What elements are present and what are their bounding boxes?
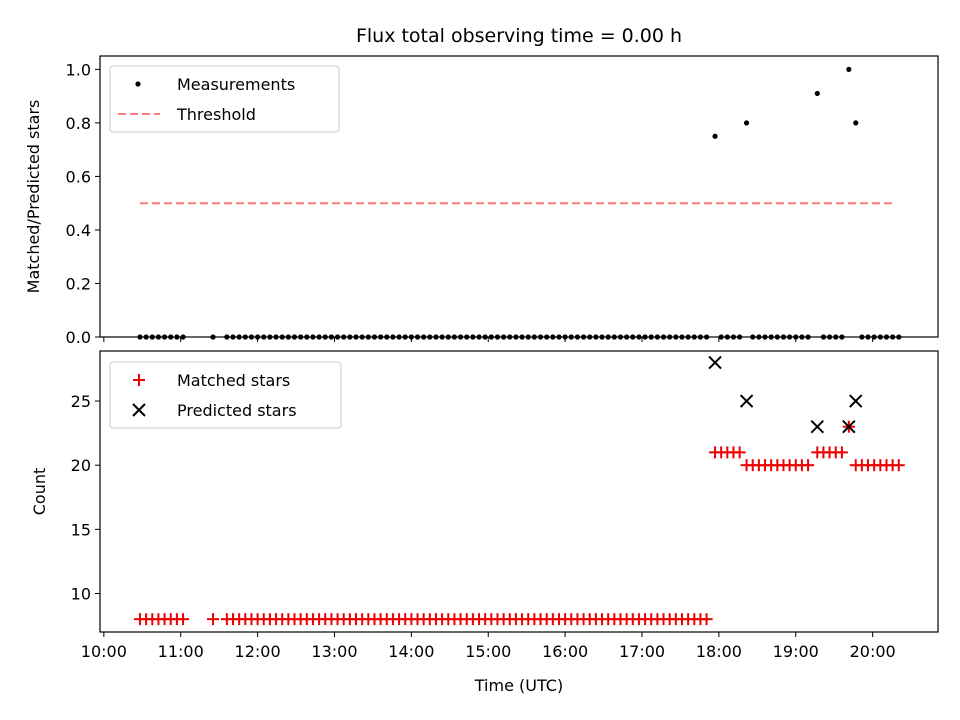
legend-measurements-label: Measurements xyxy=(177,75,295,94)
predicted-star-point xyxy=(708,355,722,370)
bottom-y-tick-label: 20 xyxy=(71,456,91,475)
matched-star-point xyxy=(835,446,848,459)
matched-star-point xyxy=(802,459,815,472)
x-tick-label: 16:00 xyxy=(542,642,588,661)
top-y-tick-label: 0.4 xyxy=(66,221,91,240)
bottom-legend-frame xyxy=(109,361,342,429)
measurement-point xyxy=(846,66,852,72)
top-y-tick-label: 1.0 xyxy=(66,60,91,79)
top-legend: Measurements Threshold xyxy=(109,65,340,133)
bottom-y-tick-label: 10 xyxy=(71,585,91,604)
x-tick-label: 19:00 xyxy=(773,642,819,661)
matched-star-point xyxy=(700,613,713,626)
x-tick-label: 15:00 xyxy=(465,642,511,661)
predicted-star-point xyxy=(739,394,754,408)
matched-star-point xyxy=(892,459,905,472)
bottom-legend: Matched stars Predicted stars xyxy=(109,361,342,429)
matched-star-point xyxy=(207,613,220,626)
legend-matched-label: Matched stars xyxy=(177,371,290,390)
matched-star-point xyxy=(177,613,190,626)
top-x-axis xyxy=(103,337,874,342)
bottom-y-tick-label: 25 xyxy=(71,392,91,411)
legend-predicted-label: Predicted stars xyxy=(177,401,297,420)
x-tick-label: 18:00 xyxy=(696,642,742,661)
top-y-tick-label: 0.0 xyxy=(66,328,91,347)
predicted-star-point xyxy=(842,419,856,434)
legend-predicted-marker xyxy=(132,403,146,417)
predicted-star-point xyxy=(810,419,825,434)
measurement-point xyxy=(712,133,718,139)
x-tick-label: 12:00 xyxy=(235,642,281,661)
top-axes-frame xyxy=(99,55,939,338)
x-tick-label: 10:00 xyxy=(81,642,127,661)
bottom-y-axis: 10 15 20 25 xyxy=(71,392,100,604)
top-legend-frame xyxy=(109,65,340,133)
bottom-y-tick-label: 15 xyxy=(71,520,91,539)
top-y-tick-label: 0.2 xyxy=(66,274,91,293)
matched-star-point xyxy=(733,446,746,459)
bottom-x-axis: 10:00 11:00 12:00 13:00 14:00 15:00 16:00 17:00… xyxy=(81,632,896,661)
legend-measurements-marker xyxy=(135,81,141,87)
legend-threshold-label: Threshold xyxy=(176,105,256,124)
measurement-point xyxy=(743,120,750,126)
top-y-axis-label: Matched/Predicted stars xyxy=(24,100,43,294)
x-tick-label: 14:00 xyxy=(388,642,434,661)
predicted-star-point xyxy=(849,394,863,408)
x-tick-label: 13:00 xyxy=(311,642,357,661)
x-tick-label: 20:00 xyxy=(850,642,896,661)
legend-matched-marker xyxy=(133,374,145,386)
top-panel: 0.0 0.2 0.4 0.6 0.8 1.0 Matched/Predicted sta… xyxy=(24,55,939,347)
x-axis-label: Time (UTC) xyxy=(474,676,563,695)
bottom-y-axis-label: Count xyxy=(30,468,49,516)
measurement-point xyxy=(853,120,859,126)
x-tick-label: 17:00 xyxy=(619,642,665,661)
bottom-plot-area xyxy=(133,355,905,626)
x-tick-label: 11:00 xyxy=(158,642,204,661)
bottom-axes-frame xyxy=(99,350,939,633)
top-y-tick-label: 0.6 xyxy=(66,167,91,186)
measurement-point xyxy=(814,90,820,97)
top-y-tick-label: 0.8 xyxy=(66,114,91,133)
top-y-axis: 0.0 0.2 0.4 0.6 0.8 1.0 xyxy=(66,60,100,347)
chart-title: Flux total observing time = 0.00 h xyxy=(356,25,682,47)
